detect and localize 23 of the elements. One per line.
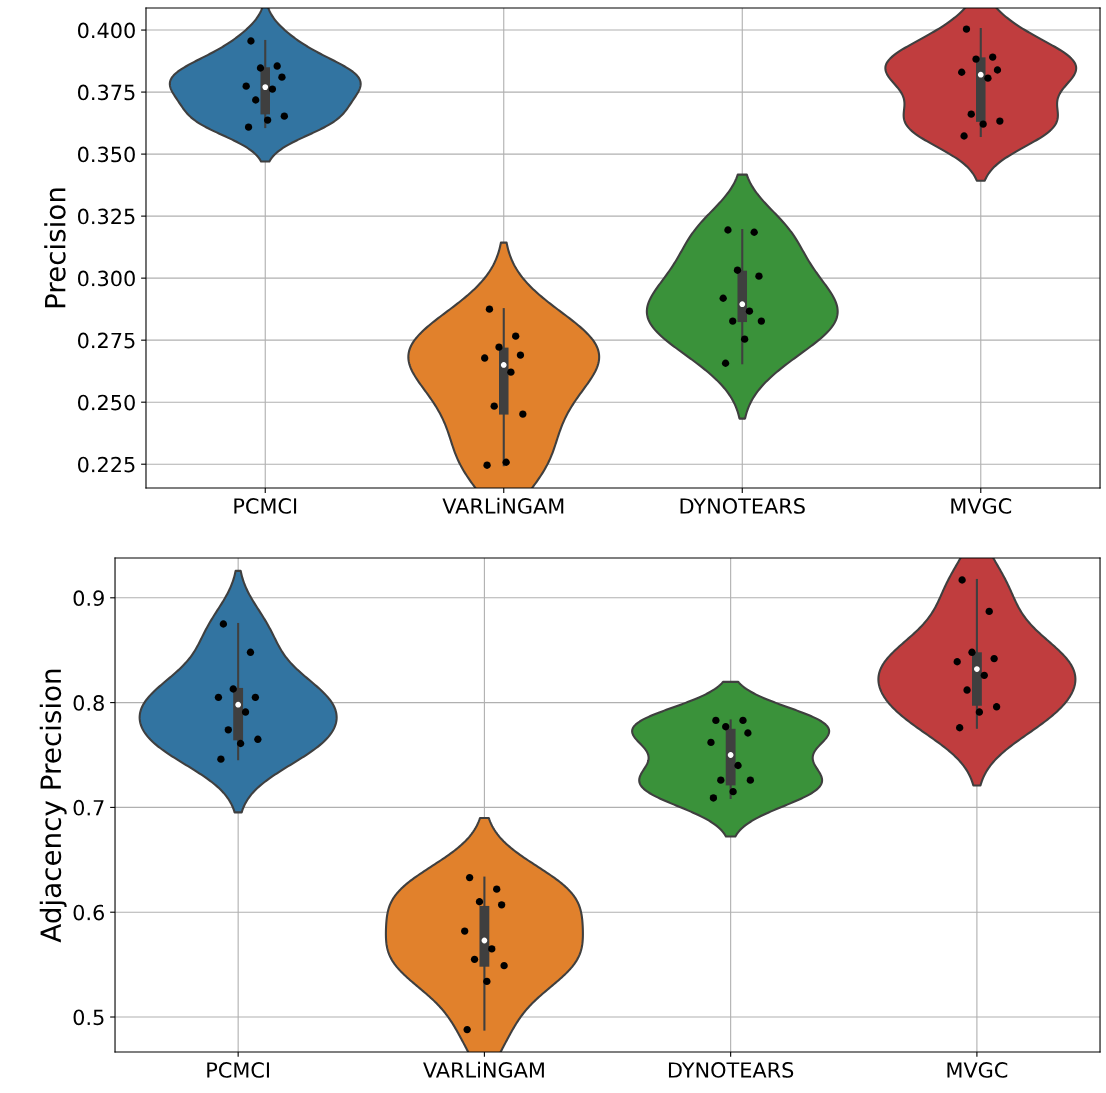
- y-tick-label: 0.8: [73, 695, 104, 711]
- y-tick-label: 0.250: [78, 394, 135, 411]
- x-tick-label: VARLiNGAM: [442, 497, 564, 514]
- y-tick-label: 0.375: [78, 84, 135, 101]
- y-tick-label: 0.9: [73, 590, 104, 607]
- y-tick-label: 0.300: [78, 270, 135, 287]
- y-tick-label: 0.350: [78, 146, 135, 163]
- y-tick-label: 0.5: [73, 1009, 104, 1026]
- x-tick-label: VARLiNGAM: [423, 1061, 544, 1078]
- x-tick-label: MVGC: [951, 498, 1012, 514]
- y-tick-label: 0.400: [78, 22, 135, 39]
- x-tick-label: PCMCI: [234, 498, 297, 514]
- y-axis-title: Precision: [44, 188, 66, 308]
- y-tick-label: 0.6: [73, 904, 104, 921]
- y-tick-label: 0.7: [73, 799, 104, 816]
- x-tick-label: MVGC: [947, 1062, 1008, 1078]
- x-tick-label: PCMCI: [207, 1062, 269, 1078]
- y-tick-label: 0.225: [78, 456, 135, 473]
- y-tick-label: 0.325: [78, 208, 135, 225]
- x-tick-label: DYNOTEARS: [668, 1062, 794, 1078]
- y-tick-label: 0.275: [78, 332, 135, 349]
- x-tick-label: DYNOTEARS: [680, 498, 805, 514]
- y-axis-title: Adjacency Precision: [39, 669, 67, 943]
